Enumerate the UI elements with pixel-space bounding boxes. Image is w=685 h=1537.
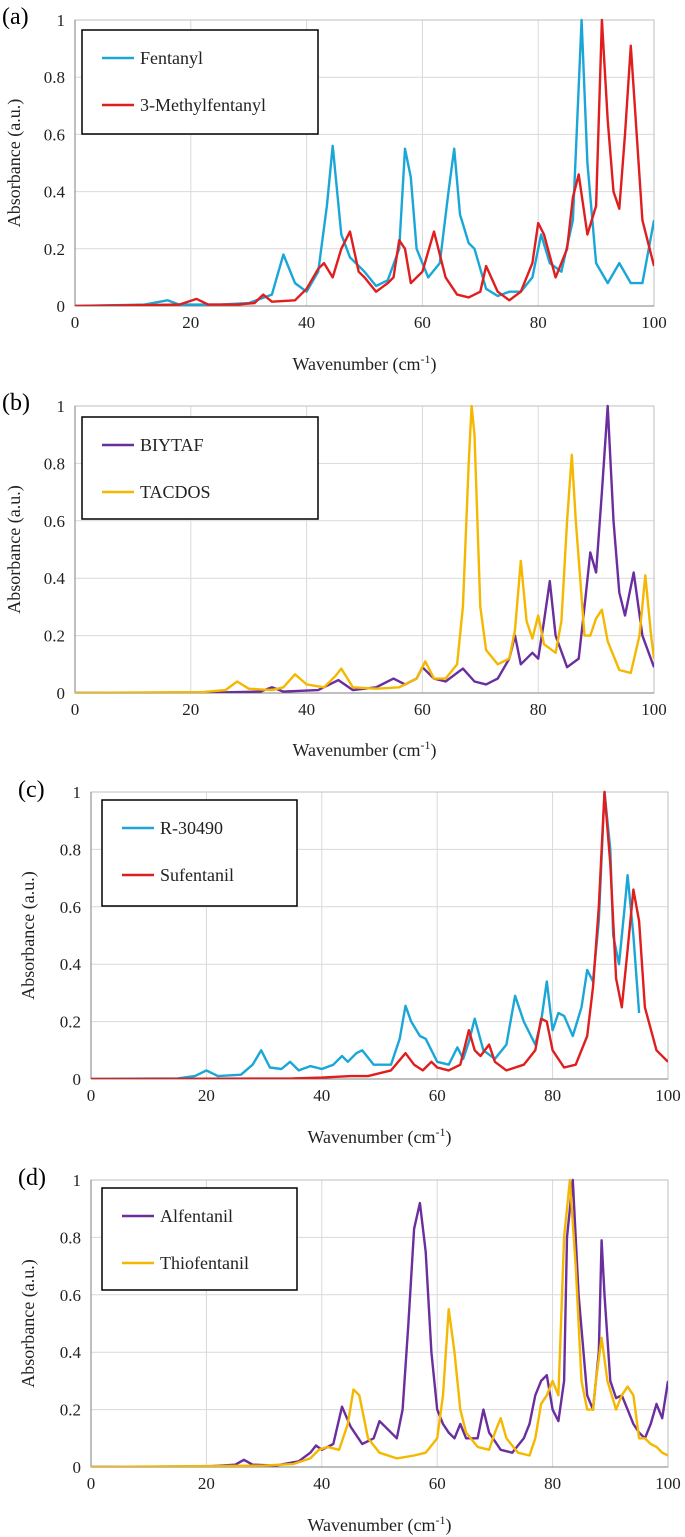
legend: Fentanyl 3-Methylfentanyl [81,29,319,135]
legend-label: 3-Methylfentanyl [140,95,266,115]
legend-label: Fentanyl [140,48,203,68]
x-tick-label: 80 [544,1474,561,1493]
y-tick-label: 1 [73,1171,82,1190]
series-line-fentanyl [75,18,654,306]
x-tick-label: 100 [655,1086,681,1105]
y-tick-label: 0.4 [44,183,66,202]
chart-panel-a: 0 20 40 60 80 100 0 0.2 0.4 0.6 0.8 1 Fentanyl 3-Meth… [2,4,667,375]
y-tick-label: 0.8 [60,1228,81,1247]
legend-label: Sufentanil [160,865,234,885]
y-tick-label: 0.4 [60,955,82,974]
x-tick-label: 100 [641,700,667,719]
panel-label: (d) [18,1165,46,1191]
legend-box [81,416,319,520]
x-tick-label: 20 [198,1474,215,1493]
y-tick-label: 0.4 [44,569,66,588]
legend: R-30490 Sufentanil [101,799,298,907]
series-line-alfentanil [91,1178,668,1467]
panel-label: (c) [18,777,45,803]
x-tick-label: 0 [71,313,80,332]
x-tick-label: 40 [313,1086,330,1105]
y-tick-label: 0.2 [60,1401,81,1420]
y-tick-label: 0.6 [44,125,65,144]
series-line-sufentanil [91,790,668,1079]
x-tick-label: 40 [313,1474,330,1493]
x-axis-label: Wavenumber (cm-1) [293,352,437,375]
x-tick-label: 100 [655,1474,681,1493]
legend-box [81,29,319,135]
y-tick-label: 0.6 [60,1286,81,1305]
y-tick-label: 0 [73,1070,82,1089]
legend: Alfentanil Thiofentanil [101,1187,298,1291]
x-tick-label: 40 [298,700,315,719]
y-tick-label: 0.6 [60,898,81,917]
x-tick-label: 0 [87,1086,96,1105]
y-tick-label: 0.2 [44,240,65,259]
y-tick-label: 0 [57,297,66,316]
y-tick-label: 0.8 [44,454,65,473]
x-tick-label: 40 [298,313,315,332]
series-line-thiofentanil [91,1178,668,1467]
x-tick-label: 0 [71,700,80,719]
y-axis-label: Absorbance (a.u.) [18,871,39,999]
x-tick-label: 20 [182,313,199,332]
chart-panel-c: 0 20 40 60 80 100 0 0.2 0.4 0.6 0.8 1 R-30490 Sufenta… [18,777,681,1148]
x-tick-label: 60 [414,700,431,719]
legend: BIYTAF TACDOS [81,416,319,520]
legend-box [101,1187,298,1291]
x-axis-label: Wavenumber (cm-1) [308,1513,452,1536]
legend-label: BIYTAF [140,435,204,455]
x-axis-label: Wavenumber (cm-1) [308,1125,452,1148]
legend-label: Thiofentanil [160,1253,249,1273]
x-tick-label: 80 [530,313,547,332]
series-line-r-30490 [91,790,641,1079]
chart-panel-d: 0 20 40 60 80 100 0 0.2 0.4 0.6 0.8 1 Alfentanil Thio… [18,1165,681,1536]
y-tick-label: 0 [57,684,66,703]
y-tick-label: 0.2 [60,1013,81,1032]
x-tick-label: 60 [429,1474,446,1493]
y-tick-label: 0.6 [44,512,65,531]
series-line-3-methylfentanyl [75,18,654,306]
chart-panel-b: 0 20 40 60 80 100 0 0.2 0.4 0.6 0.8 1 BIYTAF TACDOS (b… [2,390,667,761]
panel-label: (b) [2,390,30,416]
x-tick-label: 80 [530,700,547,719]
y-tick-label: 1 [57,397,66,416]
series-line-tacdos [75,404,654,693]
y-tick-label: 1 [73,783,82,802]
legend-label: TACDOS [140,482,211,502]
y-tick-label: 0 [73,1458,82,1477]
x-axis-label: Wavenumber (cm-1) [293,738,437,761]
legend-label: Alfentanil [160,1206,233,1226]
x-tick-label: 60 [414,313,431,332]
x-tick-label: 100 [641,313,667,332]
legend-box [101,799,298,907]
legend-label: R-30490 [160,818,223,838]
y-axis-label: Absorbance (a.u.) [18,1259,39,1387]
y-tick-label: 0.8 [60,840,81,859]
x-tick-label: 20 [198,1086,215,1105]
y-tick-label: 0.2 [44,627,65,646]
y-axis-label: Absorbance (a.u.) [4,99,25,227]
x-tick-label: 60 [429,1086,446,1105]
x-tick-label: 80 [544,1086,561,1105]
x-tick-label: 0 [87,1474,96,1493]
y-tick-label: 0.4 [60,1343,82,1362]
panel-label: (a) [2,4,29,30]
y-tick-label: 1 [57,11,66,30]
y-tick-label: 0.8 [44,68,65,87]
x-tick-label: 20 [182,700,199,719]
y-axis-label: Absorbance (a.u.) [4,485,25,613]
